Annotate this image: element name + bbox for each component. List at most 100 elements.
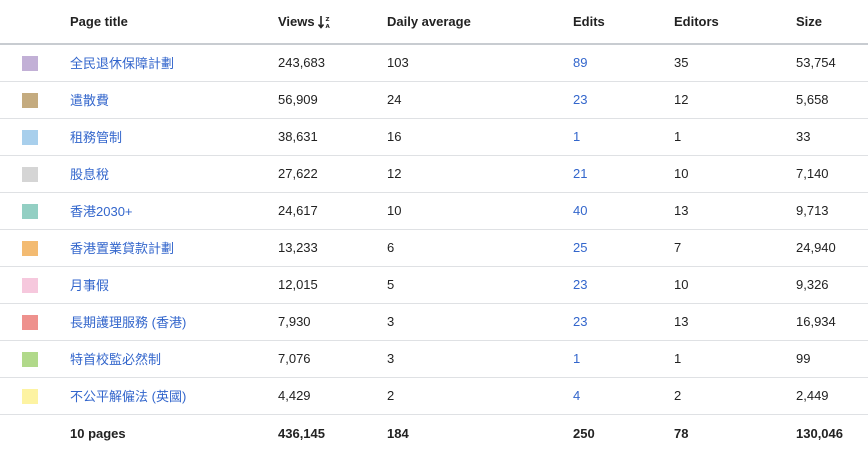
column-header-edits[interactable]: Edits — [573, 0, 674, 45]
views-cell: 27,622 — [278, 155, 387, 193]
column-header-size-label: Size — [796, 14, 823, 29]
editors-cell: 7 — [674, 229, 796, 267]
column-header-size[interactable]: Size — [796, 0, 868, 45]
editors-cell: 35 — [674, 44, 796, 82]
size-cell: 16,934 — [796, 303, 868, 341]
page-title: 遣散費 — [70, 81, 278, 119]
color-swatch-cell — [0, 192, 70, 230]
table-row: 特首校監必然制 7,076 3 1 1 99 — [0, 340, 868, 378]
edits-cell-link[interactable]: 1 — [573, 129, 581, 144]
table-row: 遣散費 56,909 24 23 12 5,658 — [0, 81, 868, 119]
page-title: 月事假 — [70, 266, 278, 304]
color-swatch — [22, 314, 38, 330]
color-swatch-cell — [0, 44, 70, 82]
size-cell: 2,449 — [796, 377, 868, 415]
header-row: Page title Views Z A Daily average Edits E… — [0, 0, 868, 45]
size-cell: 24,940 — [796, 229, 868, 267]
table-row: 租務管制 38,631 16 1 1 33 — [0, 118, 868, 156]
editors-cell: 13 — [674, 192, 796, 230]
daily-average-cell: 2 — [387, 377, 573, 415]
page-title: 香港置業貸款計劃 — [70, 229, 278, 267]
views-cell: 13,233 — [278, 229, 387, 267]
page-title: 特首校監必然制 — [70, 340, 278, 378]
column-header-daily-label: Daily average — [387, 14, 471, 29]
page-title-link[interactable]: 租務管制 — [70, 130, 123, 145]
column-header-daily[interactable]: Daily average — [387, 0, 573, 45]
page-title-link[interactable]: 長期護理服務 (香港) — [70, 315, 187, 330]
daily-average-cell: 6 — [387, 229, 573, 267]
daily-average-cell: 24 — [387, 81, 573, 119]
column-header-views-label: Views — [278, 13, 315, 29]
color-swatch — [22, 203, 38, 219]
views-cell: 243,683 — [278, 44, 387, 82]
totals-pages: 10 pages — [70, 413, 278, 452]
daily-average-cell: 12 — [387, 155, 573, 193]
page-title: 長期護理服務 (香港) — [70, 303, 278, 341]
page-title-link[interactable]: 不公平解僱法 (英國) — [70, 389, 187, 404]
page-title: 股息稅 — [70, 155, 278, 193]
color-column-header — [0, 0, 70, 45]
page-title: 不公平解僱法 (英國) — [70, 377, 278, 415]
daily-average-cell: 10 — [387, 192, 573, 230]
daily-average-cell: 3 — [387, 303, 573, 341]
size-cell: 53,754 — [796, 44, 868, 82]
edits-cell-link[interactable]: 23 — [573, 314, 588, 329]
column-header-editors[interactable]: Editors — [674, 0, 796, 45]
color-swatch — [22, 92, 38, 108]
edits-cell-link[interactable]: 23 — [573, 92, 588, 107]
page-title: 香港2030+ — [70, 192, 278, 230]
edits-cell-link[interactable]: 23 — [573, 277, 588, 292]
color-swatch — [22, 277, 38, 293]
edits-cell: 1 — [573, 340, 674, 378]
edits-cell-link[interactable]: 21 — [573, 166, 588, 181]
edits-cell-link[interactable]: 40 — [573, 203, 588, 218]
totals-row: 10 pages 436,145 184 250 78 130,046 — [0, 413, 868, 452]
page-title-link[interactable]: 香港置業貸款計劃 — [70, 241, 175, 256]
color-swatch-cell — [0, 377, 70, 415]
edits-cell-link[interactable]: 25 — [573, 240, 588, 255]
color-swatch-cell — [0, 303, 70, 341]
page-title-link[interactable]: 月事假 — [70, 278, 110, 293]
editors-cell: 10 — [674, 155, 796, 193]
page-title-link[interactable]: 香港2030+ — [70, 204, 133, 219]
views-cell: 56,909 — [278, 81, 387, 119]
sort-descending-icon[interactable]: ZA — [317, 15, 332, 29]
edits-cell: 21 — [573, 155, 674, 193]
editors-cell: 10 — [674, 266, 796, 304]
page-title-link[interactable]: 遣散費 — [70, 93, 110, 108]
totals-size: 130,046 — [796, 413, 868, 452]
color-swatch — [22, 240, 38, 256]
color-swatch-cell — [0, 229, 70, 267]
page-title-link[interactable]: 全民退休保障計劃 — [70, 56, 175, 72]
daily-average-cell: 5 — [387, 266, 573, 304]
size-cell: 5,658 — [796, 81, 868, 119]
color-swatch-cell — [0, 118, 70, 156]
edits-cell-link[interactable]: 4 — [573, 388, 581, 403]
page-title: 全民退休保障計劃 — [70, 44, 278, 82]
color-swatch-cell — [0, 266, 70, 304]
editors-cell: 1 — [674, 118, 796, 156]
size-cell: 9,713 — [796, 192, 868, 230]
svg-text:Z: Z — [325, 17, 329, 23]
page-title-link[interactable]: 特首校監必然制 — [70, 352, 162, 367]
table-row: 月事假 12,015 5 23 10 9,326 — [0, 266, 868, 304]
column-header-title[interactable]: Page title — [70, 0, 278, 45]
edits-cell-link[interactable]: 89 — [573, 55, 588, 71]
views-cell: 4,429 — [278, 377, 387, 415]
color-swatch — [22, 166, 38, 182]
svg-text:A: A — [325, 24, 330, 29]
table-row: 香港2030+ 24,617 10 40 13 9,713 — [0, 192, 868, 230]
edits-cell: 4 — [573, 377, 674, 415]
page-title-link[interactable]: 股息稅 — [70, 167, 110, 182]
edits-cell-link[interactable]: 1 — [573, 351, 581, 366]
edits-cell: 89 — [573, 44, 674, 82]
column-header-title-label: Page title — [70, 14, 128, 29]
table-body: 全民退休保障計劃 243,683 103 89 35 53,754 遣散費 56,909 24 2… — [0, 44, 868, 415]
table-row: 不公平解僱法 (英國) 4,429 2 4 2 2,449 — [0, 377, 868, 415]
views-cell: 24,617 — [278, 192, 387, 230]
daily-average-cell: 3 — [387, 340, 573, 378]
size-cell: 9,326 — [796, 266, 868, 304]
column-header-views[interactable]: Views Z A — [278, 0, 387, 45]
